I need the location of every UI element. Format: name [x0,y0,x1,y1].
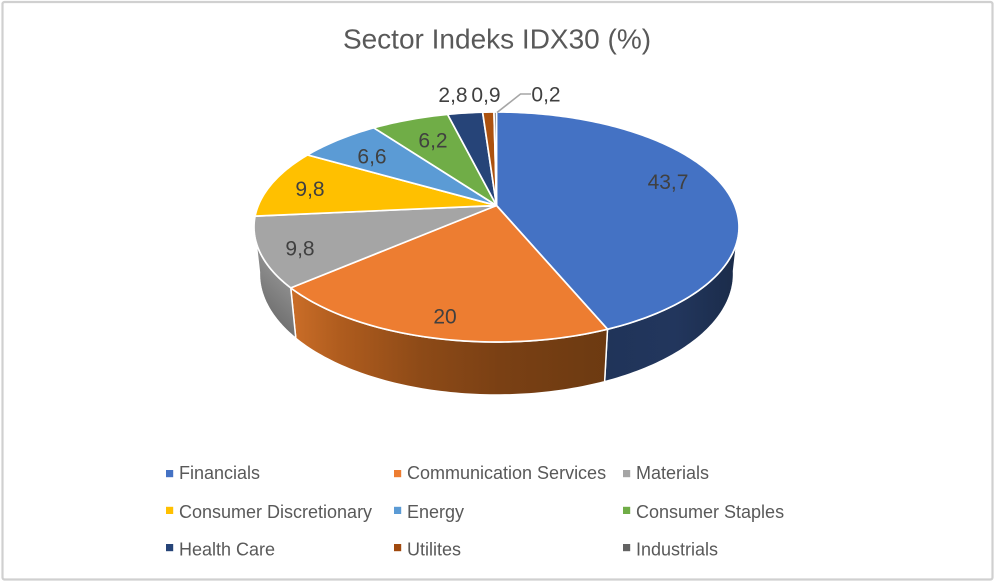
svg-text:0,9: 0,9 [471,84,500,107]
svg-text:9,8: 9,8 [285,238,314,261]
svg-text:0,2: 0,2 [531,84,560,107]
svg-text:6,2: 6,2 [418,130,447,153]
svg-text:2,8: 2,8 [438,84,467,107]
svg-text:6,6: 6,6 [357,146,386,169]
svg-text:Consumer Staples: Consumer Staples [636,502,784,522]
svg-text:Industrials: Industrials [636,540,718,560]
svg-text:Consumer Discretionary: Consumer Discretionary [179,502,372,522]
svg-text:9,8: 9,8 [295,178,324,201]
svg-text:Utilites: Utilites [407,540,461,560]
svg-text:Materials: Materials [636,463,709,483]
svg-text:Financials: Financials [179,463,260,483]
svg-text:Sector Indeks IDX30 (%): Sector Indeks IDX30 (%) [343,24,651,55]
svg-text:43,7: 43,7 [648,171,689,194]
svg-text:Energy: Energy [407,502,464,522]
svg-text:20: 20 [433,306,456,329]
svg-text:Health Care: Health Care [179,540,275,560]
svg-text:Communication Services: Communication Services [407,463,606,483]
